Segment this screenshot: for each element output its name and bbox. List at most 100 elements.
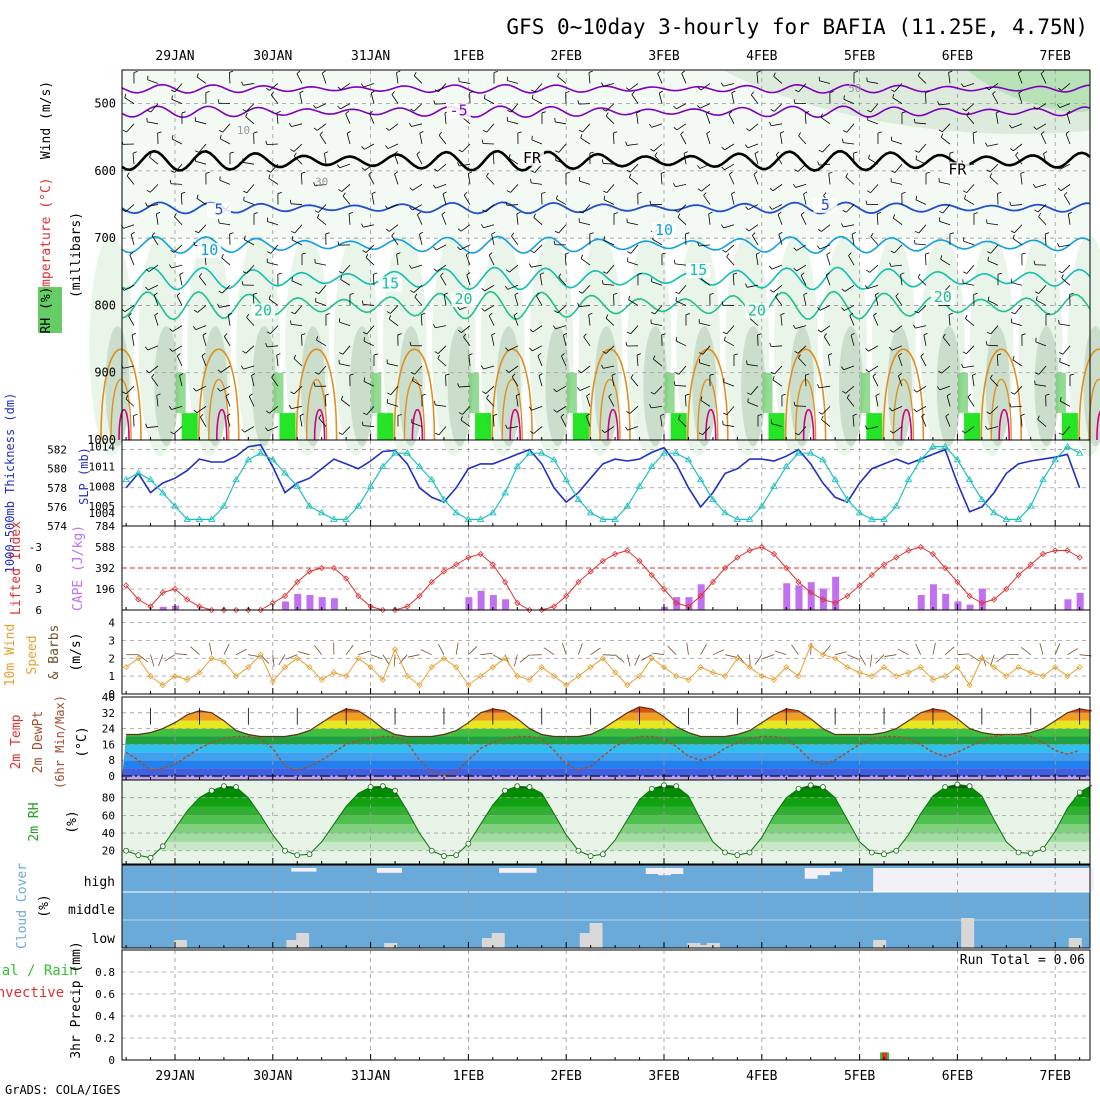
wind-barb-flag (469, 91, 474, 94)
wind-barb-flag (241, 429, 245, 433)
wind-barb (868, 345, 879, 352)
slp-point (256, 449, 265, 456)
wind-barb (846, 397, 855, 407)
isotherm-label-bg (744, 303, 769, 319)
wind-barb-flag (601, 429, 606, 433)
wind-barb (1020, 415, 1023, 427)
wind-barb-flag (889, 407, 893, 412)
wind-barb-flag (915, 150, 919, 153)
wind-barb (564, 254, 567, 266)
wind-barb-flag (289, 199, 292, 204)
wind-barb (678, 285, 687, 294)
wind-barb-flag (586, 393, 591, 397)
rh-contour-label: 30 (315, 176, 328, 189)
wind-barb-flag (313, 127, 318, 131)
wind-barb (891, 140, 903, 145)
li-point (1064, 547, 1071, 554)
wind-barb (147, 79, 159, 84)
wind-barb-flag (217, 303, 220, 308)
wind-barb (488, 315, 495, 326)
rh2m-point (881, 851, 887, 858)
wind-barb (220, 138, 231, 145)
wind-barb (132, 153, 135, 165)
wind-barb (124, 97, 135, 104)
wind-barb-flag (729, 171, 733, 175)
wind-barb-flag (842, 390, 846, 394)
slp-tick-label: 1008 (89, 480, 116, 493)
rh2m-point (233, 784, 240, 790)
wind-barb (179, 375, 183, 387)
wind-barb-flag (997, 353, 1002, 356)
wind-barb (964, 198, 975, 205)
wind10-barb (1054, 643, 1061, 655)
wind-barb (1013, 143, 1023, 152)
wind-barb-flag (482, 209, 487, 213)
isotherm-label-bg (251, 303, 276, 319)
wind-barb-flag (685, 313, 690, 316)
wind-barb-flag (842, 138, 844, 143)
cape-tick-label: 392 (95, 562, 115, 575)
wind-barb-flag (706, 130, 711, 134)
temp-tick-label: 40 (102, 691, 115, 704)
isotherm-25 (784, 348, 827, 441)
wind-barb-flag (243, 235, 246, 240)
wind10-point (893, 673, 900, 680)
temp-band (122, 752, 1090, 761)
wind-barb (775, 154, 783, 165)
wind-barb (797, 163, 807, 172)
wind-barb (492, 153, 495, 165)
wind-barb-flag (962, 190, 967, 193)
cape-bar (832, 576, 840, 610)
rh2m-point (868, 849, 875, 856)
wind10-point (208, 655, 215, 662)
rh-shade-mid (936, 326, 961, 447)
wind-barb (150, 184, 159, 193)
wind-barb-flag (915, 155, 918, 160)
wind-barb (990, 244, 999, 254)
wind-barb-flag (554, 310, 559, 314)
wind-barb-flag (818, 411, 823, 415)
wind-barb-flag (463, 333, 467, 338)
wind-barb-flag (337, 105, 341, 110)
wind-barb (603, 283, 615, 286)
wind-barb (891, 181, 903, 185)
wind10-barb (562, 643, 567, 655)
wind-barb-flag (914, 310, 919, 314)
wind-barb-flag (416, 151, 421, 155)
wind-barb-flag (391, 232, 395, 237)
li-point (1076, 554, 1083, 561)
wind-barb (1062, 345, 1071, 355)
wind-barb (460, 419, 471, 427)
wind-barb-flag (948, 312, 953, 316)
wind-barb-flag (122, 209, 126, 212)
wind-barb-flag (697, 87, 702, 91)
wind-barb (966, 115, 975, 125)
temp-band (122, 776, 1090, 780)
temp-tick-label: 0 (108, 770, 115, 783)
isotherm-15 (121, 266, 1091, 291)
wind-barb-flag (493, 70, 498, 73)
wind-barb (199, 276, 207, 286)
wind-barb-flag (170, 249, 175, 253)
wind-barb (440, 275, 447, 286)
cloud-low-bar (589, 923, 603, 948)
wind-barb-flag (265, 410, 270, 414)
wind-barb (941, 136, 951, 145)
wind-barb-flag (397, 333, 402, 336)
li-point (355, 592, 362, 600)
rh2m-point (159, 843, 166, 850)
wind-barb-flag (627, 251, 632, 254)
wind-barb-flag (441, 211, 446, 215)
wind-barb-flag (340, 275, 343, 280)
wind-barb-flag (181, 111, 186, 114)
wind-barb (267, 221, 279, 226)
wind-barb (987, 260, 999, 266)
wind-barb (511, 376, 519, 387)
wind-barb (700, 83, 711, 91)
wind-barb-flag (253, 131, 258, 134)
precip-tick-label: 0.2 (95, 1032, 115, 1045)
wind-barb (967, 396, 975, 407)
wind-barb-flag (674, 209, 679, 213)
wind-barb (821, 224, 831, 232)
wind-barb (819, 163, 831, 166)
